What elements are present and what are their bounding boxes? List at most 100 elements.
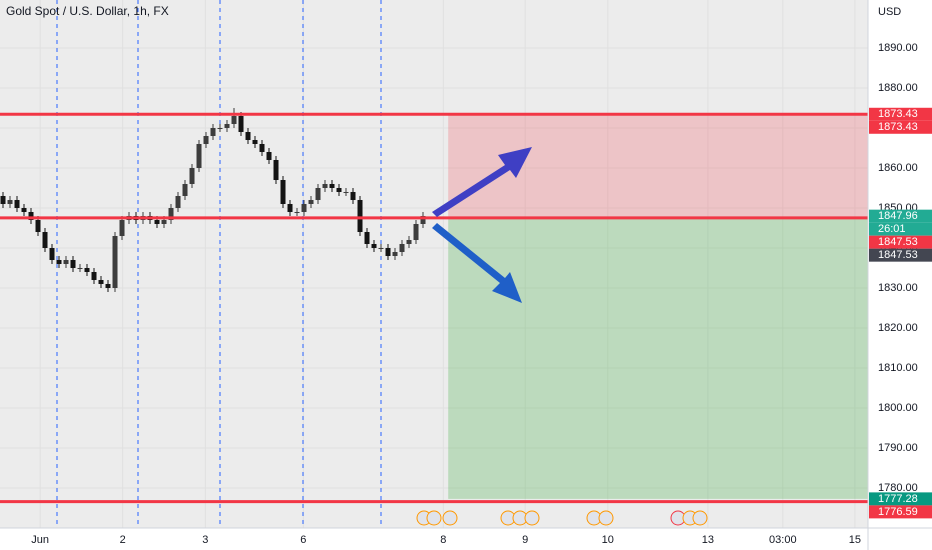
candle-body — [399, 244, 405, 252]
y-tick-label: 1880.00 — [878, 82, 918, 94]
candle-body — [364, 232, 370, 244]
price-label-box — [869, 248, 932, 262]
candle-body — [119, 220, 125, 236]
candle-body — [224, 124, 230, 128]
y-tick-label: 1800.00 — [878, 402, 918, 414]
candle-body — [343, 192, 349, 193]
chart-title: Gold Spot / U.S. Dollar, 1h, FX — [6, 4, 169, 18]
x-tick-label: 3 — [202, 534, 208, 546]
x-tick-label: 10 — [602, 534, 614, 546]
price-label-box — [869, 209, 932, 223]
price-label-box — [869, 120, 932, 134]
y-tick-label: 1790.00 — [878, 442, 918, 454]
candle-body — [245, 132, 251, 140]
x-tick-label: 9 — [522, 534, 528, 546]
candle-body — [322, 184, 328, 188]
candle-body — [77, 268, 83, 269]
price-label: 26:01 — [878, 223, 906, 235]
event-icon — [598, 510, 614, 526]
candle-body — [217, 128, 223, 129]
candle-body — [0, 196, 6, 204]
candle-body — [49, 248, 55, 260]
arrows — [432, 147, 532, 303]
price-label: 1873.43 — [878, 108, 918, 120]
candle-body — [14, 200, 20, 208]
candle-body — [63, 260, 69, 264]
candle-body — [413, 224, 419, 240]
candle-body — [273, 160, 279, 180]
candle-body — [420, 216, 426, 224]
candle-body — [238, 116, 244, 132]
price-label: 1777.28 — [878, 493, 918, 505]
candle-body — [287, 204, 293, 212]
candle-body — [196, 144, 202, 168]
price-label-box — [869, 222, 932, 236]
candle-body — [252, 140, 258, 144]
candle-body — [105, 284, 111, 288]
zones — [448, 114, 868, 499]
event-icon — [692, 510, 708, 526]
y-tick-label: 1810.00 — [878, 362, 918, 374]
x-tick-label: 13 — [702, 534, 714, 546]
candle-body — [84, 268, 90, 272]
x-tick-label: 15 — [849, 534, 861, 546]
y-tick-label: 1830.00 — [878, 282, 918, 294]
candle-body — [35, 220, 41, 232]
currency-label: USD — [878, 6, 901, 18]
candle-body — [203, 136, 209, 144]
candle-body — [182, 184, 188, 196]
candle-body — [175, 196, 181, 208]
price-label-box — [869, 235, 932, 249]
candle-body — [42, 232, 48, 248]
x-tick-label: 8 — [440, 534, 446, 546]
candle-body — [406, 240, 412, 244]
candle-body — [112, 236, 118, 288]
candle-body — [98, 280, 104, 284]
candle-body — [280, 180, 286, 204]
candle-body — [329, 184, 335, 188]
candle-body — [7, 200, 13, 204]
y-tick-label: 1780.00 — [878, 482, 918, 494]
candle-body — [259, 144, 265, 152]
event-icons — [416, 510, 708, 526]
x-tick-label: Jun — [31, 534, 49, 546]
event-icon — [426, 510, 442, 526]
x-tick-label: 6 — [300, 534, 306, 546]
price-label-box — [869, 107, 932, 121]
candle-body — [161, 220, 167, 224]
y-tick-label: 1860.00 — [878, 162, 918, 174]
candle-body — [301, 204, 307, 212]
candle-body — [91, 272, 97, 280]
x-tick-label: 2 — [120, 534, 126, 546]
x-tick-label: 03:00 — [769, 534, 797, 546]
arrow-down — [432, 223, 522, 303]
y-tick-label: 1820.00 — [878, 322, 918, 334]
event-icon — [524, 510, 540, 526]
candle-body — [357, 200, 363, 232]
candle-body — [28, 212, 34, 220]
price-label: 1776.59 — [878, 506, 918, 518]
candle-body — [308, 200, 314, 204]
candle-body — [392, 252, 398, 256]
candle-body — [315, 188, 321, 200]
candle-body — [350, 192, 356, 200]
candle-body — [154, 220, 160, 224]
price-label-box — [869, 492, 932, 506]
price-label: 1873.43 — [878, 121, 918, 133]
price-label-box — [869, 505, 932, 519]
candle-body — [70, 260, 76, 268]
price-label: 1847.96 — [878, 210, 918, 222]
candle-body — [56, 260, 62, 264]
arrow-up — [432, 147, 532, 217]
candle-body — [336, 188, 342, 192]
grid — [0, 0, 868, 528]
candle-body — [231, 116, 237, 124]
candle-body — [378, 248, 384, 249]
candle-body — [210, 128, 216, 136]
candle-body — [266, 152, 272, 160]
price-label: 1847.53 — [878, 249, 918, 261]
candles — [0, 108, 426, 292]
levels — [0, 112, 868, 504]
